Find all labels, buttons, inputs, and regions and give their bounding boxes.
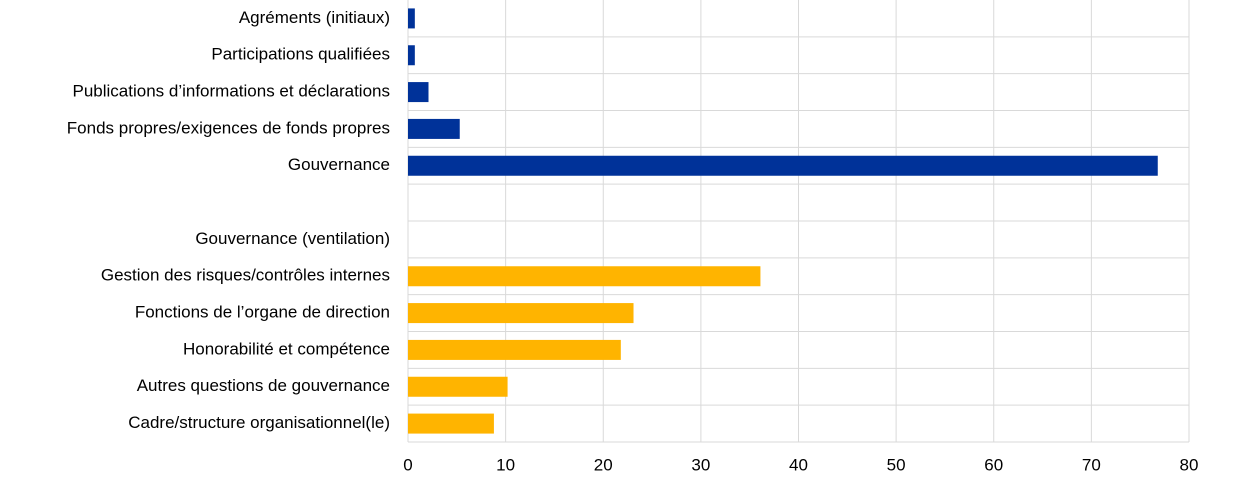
x-tick-label: 0	[403, 455, 412, 474]
bar	[408, 303, 634, 324]
x-tick-label: 40	[789, 455, 808, 474]
x-tick-label: 10	[496, 455, 515, 474]
x-tick-label: 30	[691, 455, 710, 474]
bar	[408, 339, 621, 360]
y-tick-label: Fonds propres/exigences de fonds propres	[67, 118, 390, 137]
y-tick-label: Participations qualifiées	[211, 45, 390, 64]
x-tick-label: 80	[1180, 455, 1199, 474]
y-tick-label: Publications d’informations et déclarati…	[72, 82, 390, 101]
bar	[408, 8, 415, 29]
y-tick-label: Gestion des risques/contrôles internes	[101, 266, 390, 285]
y-tick-label: Gouvernance (ventilation)	[195, 229, 390, 248]
x-tick-label: 50	[887, 455, 906, 474]
x-tick-label: 70	[1082, 455, 1101, 474]
bar	[408, 118, 460, 139]
x-tick-label: 20	[594, 455, 613, 474]
bar	[408, 155, 1158, 176]
y-tick-label: Gouvernance	[288, 155, 390, 174]
y-tick-label: Fonctions de l’organe de direction	[135, 303, 390, 322]
y-tick-label: Autres questions de gouvernance	[137, 376, 390, 395]
y-tick-label: Agréments (initiaux)	[239, 8, 390, 27]
bar	[408, 413, 494, 434]
y-tick-label: Honorabilité et compétence	[183, 339, 390, 358]
bar	[408, 376, 508, 397]
y-tick-label: Cadre/structure organisationnel(le)	[128, 413, 390, 432]
x-tick-label: 60	[984, 455, 1003, 474]
bar	[408, 266, 761, 287]
bar	[408, 82, 429, 103]
bar	[408, 45, 415, 66]
